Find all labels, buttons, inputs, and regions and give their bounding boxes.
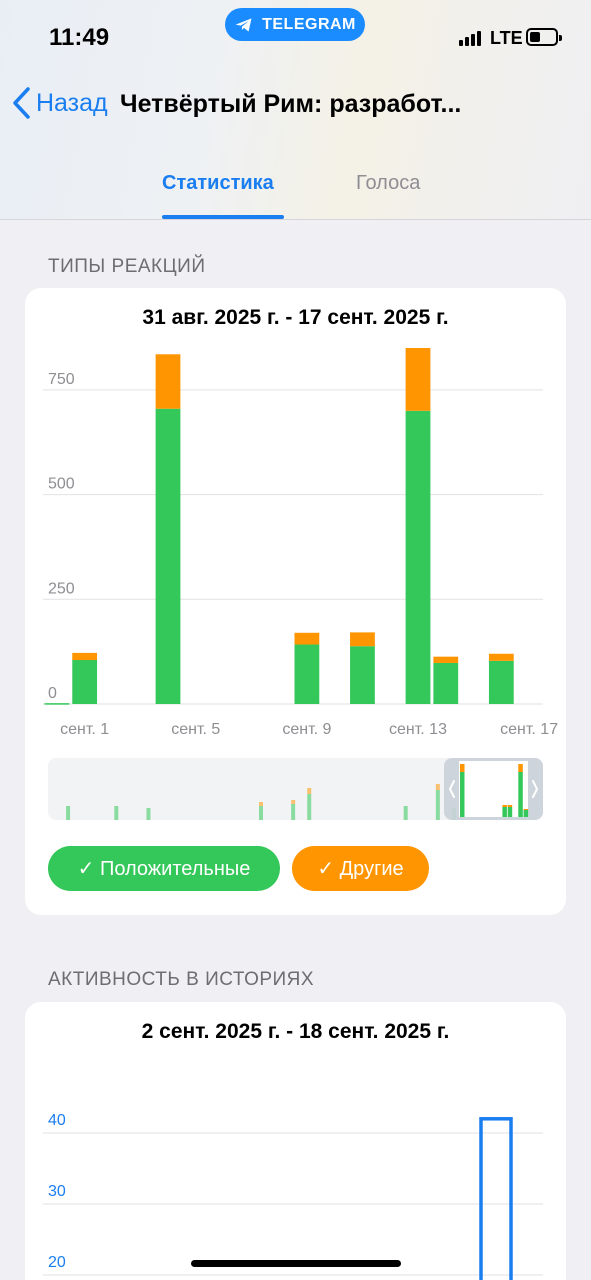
overview-bar [291,800,296,804]
bar-other [405,348,431,411]
y-tick-label: 750 [48,371,75,388]
overview-range-selector[interactable] [444,758,543,820]
overview-bar [307,794,312,820]
x-tick-label: сент. 9 [282,721,331,738]
bar-other [488,653,514,661]
overview-bar [435,790,440,820]
overview-window-bar [502,807,507,817]
y-tick-label: 30 [48,1183,66,1200]
y-tick-label: 500 [48,476,75,493]
overview-bar [435,784,440,790]
y-tick-label: 20 [48,1254,66,1271]
reactions-date-range: 31 авг. 2025 г. - 17 сент. 2025 г. [142,306,449,329]
page-title: Четвёртый Рим: разработ... [120,90,462,118]
overview-window-bar [460,772,465,817]
overview-window-bar [523,810,529,817]
overview-bar [291,804,296,820]
overview-track [48,758,543,820]
bar-other [72,652,98,661]
home-indicator [191,1260,401,1267]
signal-icon [459,30,481,46]
status-time: 11:49 [49,24,110,51]
overview-bar [259,806,263,820]
bar-positive [405,410,431,704]
back-button[interactable]: Назад [10,86,108,120]
reactions-chart: 0 250 500 750 сент. 1 сент. 5 сент. 9 сент. 13 с… [43,348,558,820]
reactions-card: 31 авг. 2025 г. - 17 сент. 2025 г. 0 250 5… [25,288,566,915]
overview-bar [114,806,119,820]
overview-window-bar [507,807,513,817]
tab-votes[interactable]: Голоса [356,172,421,194]
stories-section-label: АКТИВНОСТЬ В ИСТОРИЯХ [48,969,315,990]
bar-positive [488,660,514,704]
legend-positive-toggle[interactable]: ✓ Положительные [48,846,280,891]
bar-positive [44,703,70,705]
chevron-right-icon [532,780,539,798]
bar-other [350,632,375,647]
header: 11:49 TELEGRAM LTE Назад Четвёртый Рим: … [0,0,591,220]
overview-bar [307,788,312,794]
tab-statistics[interactable]: Статистика [162,172,274,194]
y-tick-label: 40 [48,1112,66,1129]
x-tick-label: сент. 5 [171,721,220,738]
x-tick-label: сент. 13 [389,721,447,738]
legend-other-toggle[interactable]: ✓ Другие [292,846,429,891]
battery-icon [526,28,562,46]
stories-card: 2 сент. 2025 г. - 18 сент. 2025 г. 20 30 4… [25,1002,566,1280]
bar-positive [155,408,181,704]
network-label: LTE [490,28,523,48]
y-tick-label: 250 [48,580,75,597]
telegram-pill-label: TELEGRAM [262,15,356,33]
overview-bar [146,808,151,820]
overview-bar [403,806,408,820]
bar-positive [72,660,98,704]
x-tick-label: сент. 1 [60,721,109,738]
y-tick-label: 0 [48,685,57,702]
overview-window-bar [518,772,523,817]
active-tab-indicator [162,215,284,219]
overview-window-bar [523,809,529,810]
chevron-left-icon [448,780,455,798]
legend-other-label: ✓ Другие [317,858,404,880]
overview-window-bar [460,764,465,772]
bar-other [433,656,459,663]
reactions-section-label: ТИПЫ РЕАКЦИЙ [48,256,206,277]
chevron-left-icon [13,87,30,119]
overview-window-bar [518,764,523,772]
bar-positive [433,662,459,704]
back-label: Назад [36,88,108,117]
bar-other [294,632,320,645]
bar-other [155,354,181,409]
telegram-pill[interactable]: TELEGRAM [225,8,365,41]
stories-chart: 20 30 40 [43,1112,543,1280]
bar-story-activity [479,1117,513,1280]
overview-window-bar [502,805,507,807]
bar-positive [350,646,375,704]
stories-date-range: 2 сент. 2025 г. - 18 сент. 2025 г. [141,1020,450,1043]
legend-positive-label: ✓ Положительные [77,858,251,880]
overview-window-bar [507,805,513,807]
x-tick-label: сент. 17 [500,721,558,738]
telegram-icon [235,17,252,32]
overview-bar [259,802,263,806]
overview-bar [66,806,71,820]
bar-positive [294,644,320,704]
